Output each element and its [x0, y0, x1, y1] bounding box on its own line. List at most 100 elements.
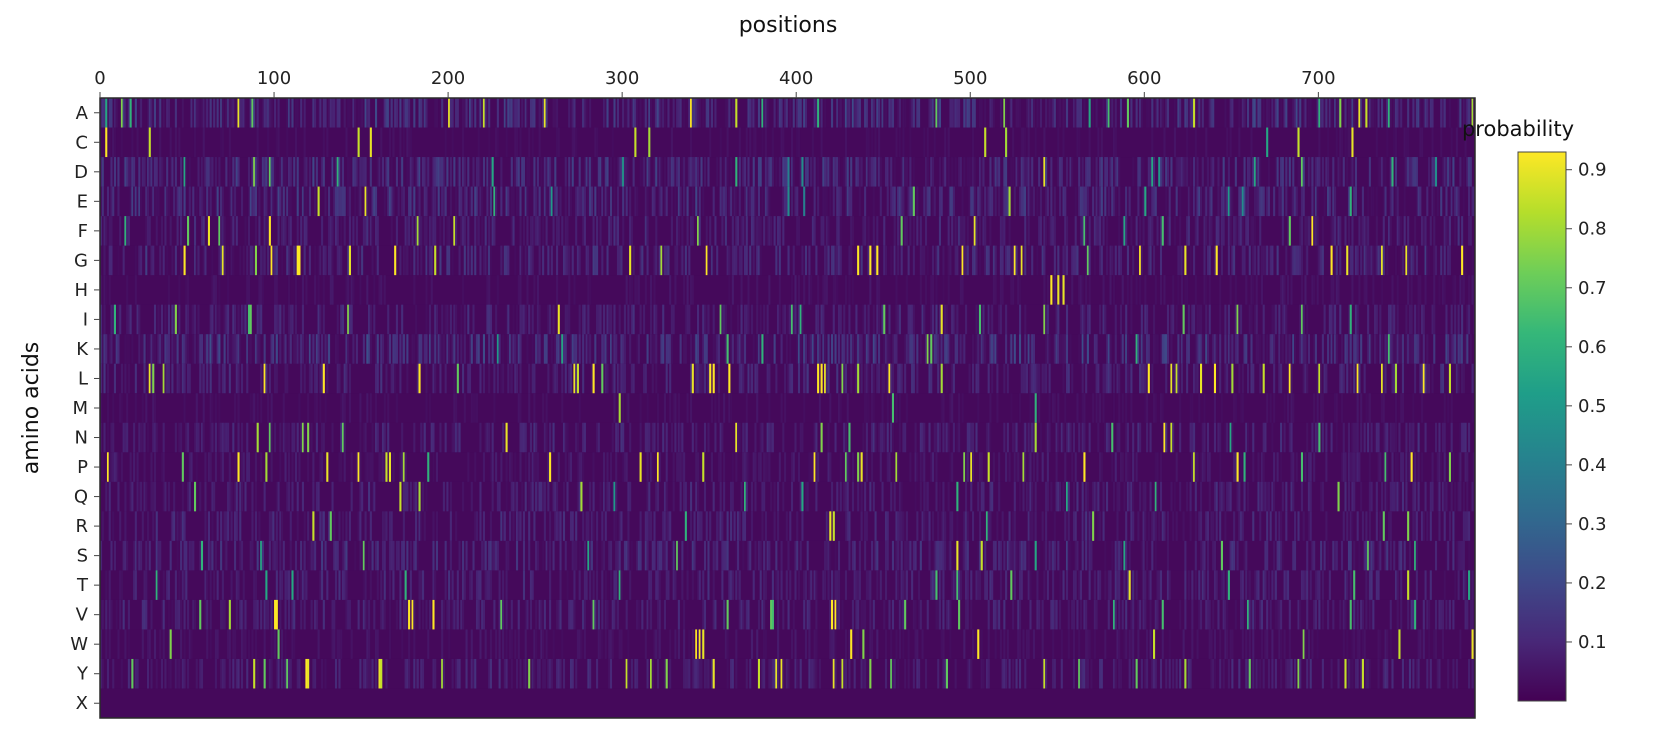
heatmap-cell: [420, 334, 423, 365]
heatmap-cell: [1187, 334, 1190, 365]
heatmap-cell: [449, 511, 452, 542]
heatmap-cell: [122, 422, 125, 453]
heatmap-cell: [756, 393, 759, 424]
heatmap-cell: [1431, 186, 1434, 217]
heatmap-cell: [965, 304, 968, 335]
heatmap-cell: [801, 481, 804, 512]
heatmap-cell: [463, 393, 466, 424]
heatmap-cell: [855, 334, 858, 365]
heatmap-cell: [169, 127, 172, 158]
heatmap-cell: [408, 186, 411, 217]
heatmap-cell: [1328, 186, 1331, 217]
heatmap-cell: [1443, 157, 1446, 188]
heatmap-cell: [923, 452, 926, 483]
heatmap-cell: [752, 245, 755, 276]
heatmap-cell: [223, 304, 226, 335]
heatmap-cell: [726, 127, 729, 158]
heatmap-cell: [996, 334, 999, 365]
heatmap-cell: [1053, 186, 1056, 217]
heatmap-cell: [237, 98, 240, 129]
heatmap-cell: [956, 334, 959, 365]
heatmap-cell: [817, 186, 820, 217]
heatmap-cell: [658, 186, 661, 217]
heatmap-cell: [491, 452, 494, 483]
heatmap-cell: [629, 186, 632, 217]
heatmap-cell: [898, 186, 901, 217]
heatmap-cell: [575, 334, 578, 365]
heatmap-cell: [380, 275, 383, 306]
heatmap-cell: [152, 422, 155, 453]
heatmap-cell: [157, 334, 160, 365]
heatmap-cell: [228, 127, 231, 158]
heatmap-cell: [1027, 452, 1030, 483]
heatmap-cell: [166, 98, 169, 129]
heatmap-cell: [268, 511, 271, 542]
heatmap-cell: [1161, 393, 1164, 424]
heatmap-cell: [420, 157, 423, 188]
heatmap-cell: [195, 422, 198, 453]
heatmap-cell: [460, 216, 463, 247]
heatmap-cell: [712, 304, 715, 335]
heatmap-cell: [740, 216, 743, 247]
heatmap-cell: [465, 98, 468, 129]
heatmap-cell: [615, 452, 618, 483]
heatmap-cell: [606, 304, 609, 335]
heatmap-cell: [1393, 363, 1396, 394]
heatmap-cell: [669, 511, 672, 542]
heatmap-cell: [406, 363, 409, 394]
heatmap-cell: [362, 157, 365, 188]
heatmap-cell: [260, 304, 263, 335]
heatmap-cell: [1027, 186, 1030, 217]
heatmap-cell: [606, 245, 609, 276]
heatmap-cell: [1139, 245, 1142, 276]
heatmap-cell: [571, 245, 574, 276]
heatmap-cell: [1246, 98, 1250, 129]
heatmap-cell: [1179, 186, 1182, 217]
heatmap-cell: [1217, 422, 1220, 453]
heatmap-cell: [1147, 157, 1150, 188]
heatmap-cell: [329, 245, 332, 276]
heatmap-cell: [505, 452, 508, 483]
heatmap-cell: [204, 481, 207, 512]
heatmap-cell: [987, 422, 990, 453]
heatmap-cell: [1396, 275, 1399, 306]
heatmap-cell: [1126, 334, 1129, 365]
heatmap-cell: [1003, 216, 1006, 247]
heatmap-cell: [931, 511, 935, 542]
heatmap-cell: [1466, 452, 1469, 483]
heatmap-cell: [1118, 245, 1121, 276]
heatmap-cell: [387, 422, 390, 453]
heatmap-cell: [173, 334, 176, 365]
heatmap-cell: [1125, 452, 1128, 483]
heatmap-cell: [811, 127, 814, 158]
heatmap-cell: [234, 452, 237, 483]
heatmap-cell: [517, 334, 520, 365]
heatmap-cell: [857, 245, 860, 276]
heatmap-cell: [167, 186, 170, 217]
heatmap-cell: [1165, 363, 1168, 394]
heatmap-cell: [709, 216, 712, 247]
heatmap-cell: [1126, 186, 1129, 217]
heatmap-cell: [1052, 98, 1055, 129]
heatmap-cell: [434, 216, 437, 247]
heatmap-cell: [564, 334, 567, 365]
heatmap-cell: [1408, 422, 1411, 453]
heatmap-cell: [1020, 157, 1023, 188]
heatmap-cell: [331, 481, 334, 512]
heatmap-cell: [496, 127, 499, 158]
heatmap-cell: [556, 275, 559, 306]
heatmap-cell: [1314, 422, 1317, 453]
heatmap-cell: [204, 511, 207, 542]
heatmap-cell: [373, 275, 376, 306]
heatmap-cell: [380, 157, 383, 188]
heatmap-cell: [251, 98, 254, 129]
heatmap-cell: [1260, 186, 1264, 217]
heatmap-cell: [1332, 304, 1335, 335]
heatmap-cell: [174, 334, 177, 365]
heatmap-cell: [644, 98, 647, 129]
heatmap-cell: [1234, 393, 1237, 424]
heatmap-cell: [1111, 422, 1114, 453]
heatmap-cell: [1172, 511, 1175, 542]
heatmap-cell: [298, 393, 301, 424]
heatmap-cell: [425, 304, 428, 335]
